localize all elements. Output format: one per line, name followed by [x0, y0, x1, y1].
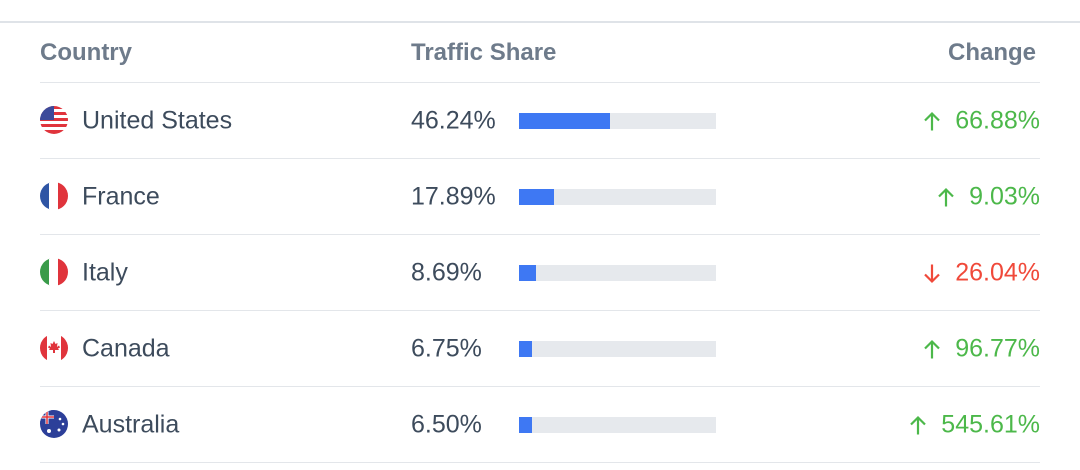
change-cell: 545.61% [909, 411, 1040, 440]
country-name: Italy [82, 258, 128, 287]
table-row: Australia 6.50% 545.61% [40, 387, 1040, 463]
change-arrow [924, 339, 940, 358]
table-row: Canada 6.75% 96.77% [40, 311, 1040, 387]
share-track [519, 417, 716, 433]
country-name: United States [82, 106, 233, 135]
header-cell: Change [947, 39, 1036, 66]
change-text: 545.61% [941, 410, 1040, 439]
change-text: 9.03% [969, 182, 1040, 211]
change-text: 26.04% [955, 258, 1040, 287]
flag-icon [40, 410, 68, 438]
share-text: 6.50% [411, 410, 482, 439]
change-arrow [924, 264, 940, 283]
change-arrow [938, 187, 954, 206]
flag-icon [40, 334, 68, 362]
change-cell: 96.77% [923, 335, 1040, 364]
share-text: 8.69% [411, 258, 482, 287]
table-row: Italy 8.69% 26.04% [40, 235, 1040, 311]
share-text: 6.75% [411, 334, 482, 363]
share-track [519, 189, 716, 205]
change-arrow [924, 111, 940, 130]
traffic-table: Country Traffic Share Change United Stat… [40, 23, 1040, 463]
change-arrow [910, 415, 927, 434]
change-cell: 9.03% [937, 183, 1040, 212]
change-text: 96.77% [955, 334, 1040, 363]
table-row: France 17.89% 9.03% [40, 159, 1040, 235]
header-row: Country Traffic Share Change [40, 23, 1040, 83]
flag-icon [40, 258, 68, 286]
share-track [519, 113, 716, 129]
share-bar [519, 417, 532, 433]
share-track [519, 341, 716, 357]
share-track [519, 265, 716, 281]
table-row: United States 46.24% 66.88% [40, 83, 1040, 159]
country-name: Australia [82, 410, 180, 439]
flag-icon [40, 106, 68, 134]
share-bar [519, 341, 533, 357]
share-bar [519, 113, 611, 129]
country-name: Canada [82, 334, 170, 363]
share-bar [519, 265, 537, 281]
flag-icon [40, 182, 68, 210]
country-name: France [82, 182, 160, 211]
top-border [0, 21, 1080, 23]
share-text: 17.89% [411, 182, 496, 211]
share-text: 46.24% [411, 106, 496, 135]
change-cell: 26.04% [923, 259, 1040, 288]
header-cell: Country [40, 39, 132, 66]
share-bar [519, 189, 555, 205]
change-text: 66.88% [955, 106, 1040, 135]
change-cell: 66.88% [923, 107, 1040, 136]
header-cell: Traffic Share [411, 39, 557, 66]
